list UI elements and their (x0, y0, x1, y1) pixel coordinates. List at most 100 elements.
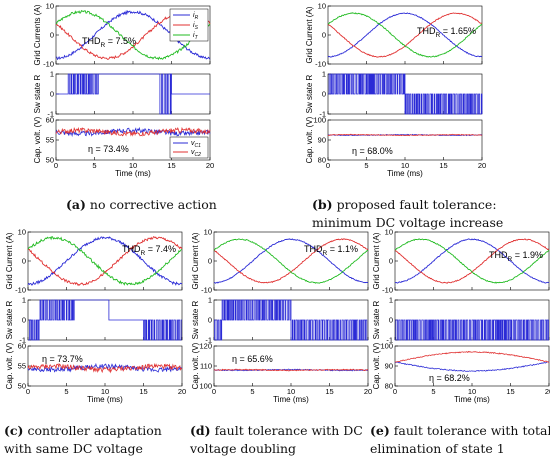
panel-a-switching-ytick-label: -1 (47, 110, 54, 119)
panel-a-cap-vc1-line (55, 126, 211, 138)
panel-b-cap-vc2-line (327, 133, 483, 137)
panel-c-switching-ytick-label: 0 (22, 316, 26, 325)
panel-c-capacitor-xtick-label: 0 (26, 387, 30, 396)
panel-d-currents-frame (213, 231, 369, 291)
panel-a-switching-ylabel: Sw state R (33, 74, 42, 113)
panel-a-capacitor-xtick-label: 10 (129, 161, 137, 170)
caption-e-letter: (e) (370, 423, 390, 438)
panel-d-switching-ytick-label: 0 (208, 316, 212, 325)
panel-b-cap-vc1-line (327, 133, 483, 137)
panel-c-switching-ytick-label: -1 (19, 336, 26, 345)
panel-d-switching-ylabel: Sw state R (191, 300, 200, 339)
panel-a-capacitor-xtick-label: 15 (167, 161, 175, 170)
panel-b-switching-ytick-label: 1 (322, 70, 326, 79)
panel-a-legend-entry: iR (193, 12, 199, 21)
caption-b-line2: minimum DC voltage increase (312, 215, 504, 230)
panel-c-capacitor-ytick-label: 50 (18, 382, 26, 391)
panel-d-capacitor-ylabel: Cap. volt. (V) (191, 342, 200, 389)
panel-a-switching-ytick-label: 1 (50, 70, 54, 79)
panel-e-capacitor-ytick-label: 80 (385, 382, 393, 391)
panel-b-current-it-line (327, 12, 483, 58)
panel-d-currents-ytick-label: -10 (201, 286, 212, 295)
panel-c-capacitor-xtick-label: 5 (64, 387, 68, 396)
panel-b-currents-ytick-label: 0 (322, 31, 326, 40)
panel-e-currents-ytick-label: 10 (385, 228, 393, 237)
panel-b-thd-label: THDR = 1.65% (417, 26, 476, 39)
panel-e-capacitor-xtick-label: 15 (506, 387, 514, 396)
panel-c-xlabel: Time (ms) (87, 395, 123, 404)
panel-d-currents-ylabel: Grid Current (A) (191, 232, 200, 289)
caption-c: (c) controller adaptation with same DC v… (4, 422, 162, 458)
panel-c-thd-label: THDR = 7.4% (122, 244, 176, 257)
panel-b-capacitor-xtick-label: 15 (439, 161, 447, 170)
panel-e-current-it-line (395, 238, 550, 284)
caption-c-line2: with same DC voltage (4, 441, 143, 456)
panel-e-currents-ytick-label: 0 (389, 257, 393, 266)
panel-e-cap-vc2-line (394, 350, 550, 363)
caption-a-line1: no corrective action (89, 197, 217, 212)
panel-d-cap-vc1-line (213, 368, 369, 372)
panel-d-cap-vc2-line (213, 368, 369, 372)
panel-e-switching-state-line (395, 319, 549, 341)
panel-c-capacitor-ytick-label: 55 (18, 362, 26, 371)
panel-d-capacitor-xtick-label: 5 (250, 387, 254, 396)
panel-b-capacitor-ytick-label: 100 (313, 116, 326, 125)
panel-e-switching-ytick-label: -1 (386, 336, 393, 345)
caption-d-line1: fault tolerance with DC (214, 423, 363, 438)
panel-e-capacitor-ytick-label: 100 (380, 342, 393, 351)
panel-a-cap-vc2-line (55, 126, 211, 137)
panel-a-thd-label: THDR = 7.5% (82, 36, 136, 49)
panel-d-capacitor-xtick-label: 20 (364, 387, 372, 396)
panel-e-cap-vc1-line (394, 361, 550, 372)
panel-a-switching-ytick-label: 0 (50, 90, 54, 99)
panel-c-capacitor-xtick-label: 15 (139, 387, 147, 396)
panel-c-switching-state-line (28, 299, 182, 341)
panel-a-currents-ytick-label: 10 (46, 2, 54, 11)
caption-b-line1: proposed fault tolerance: (336, 197, 497, 212)
caption-e: (e) fault tolerance with total eliminati… (370, 422, 550, 458)
panel-b-capacitor-ytick-label: 90 (318, 136, 326, 145)
panel-e-capacitor-xtick-label: 20 (545, 387, 550, 396)
panel-e-current-ir-line (394, 238, 550, 284)
panel-d-switching-state-line (214, 299, 368, 341)
panel-e-efficiency-label: η = 68.2% (429, 373, 470, 383)
panel-e-switching-ytick-label: 1 (389, 296, 393, 305)
panel-c-current-it-line (27, 235, 183, 286)
panel-b-currents-ylabel: Grid Current (A) (305, 6, 314, 63)
panel-e-capacitor-ylabel: Cap. volt. (V) (372, 342, 381, 389)
panel-b-switching-state-line (328, 73, 483, 115)
panel-a-xlabel: Time (ms) (115, 169, 151, 178)
panel-d-capacitor-xtick-label: 10 (287, 387, 295, 396)
panel-e-thd-label: THDR = 1.9% (489, 250, 543, 263)
caption-d-letter: (d) (190, 423, 211, 438)
caption-c-line1: controller adaptation (27, 423, 162, 438)
caption-b: (b) proposed fault tolerance: minimum DC… (312, 196, 503, 232)
panel-e-switching-ytick-label: 0 (389, 316, 393, 325)
panel-c-current-is-line (27, 236, 183, 287)
panel-c-cap-vc1-line (27, 362, 183, 373)
panel-b-capacitor-xtick-label: 20 (478, 161, 486, 170)
panel-d-capacitor-ytick-label: 120 (199, 342, 212, 351)
panel-d-switching-ytick-label: 1 (208, 296, 212, 305)
panel-d-capacitor-xtick-label: 0 (212, 387, 216, 396)
panel-d-currents-ytick-label: 10 (204, 228, 212, 237)
panel-c-capacitor-xtick-label: 10 (101, 387, 109, 396)
panel-e-xlabel: Time (ms) (454, 395, 490, 404)
panel-c-capacitor-xtick-label: 20 (178, 387, 186, 396)
panel-b-switching-ytick-label: -1 (319, 110, 326, 119)
panel-e-switching-ylabel: Sw state R (372, 300, 381, 339)
panel-e-capacitor-xtick-label: 5 (431, 387, 435, 396)
panel-d-current-it-line (213, 238, 369, 284)
panel-b-capacitor-xtick-label: 0 (326, 161, 330, 170)
panel-d-switching-ytick-label: -1 (205, 336, 212, 345)
panel-a-capacitor-ytick-label: 55 (46, 136, 54, 145)
panel-a-cap-legend-entry: vC2 (191, 149, 201, 158)
panel-b-capacitor-ytick-label: 80 (318, 156, 326, 165)
panel-a-currents-ytick-label: -10 (43, 60, 54, 69)
panel-c-switching-ytick-label: 1 (22, 296, 26, 305)
panel-a-cap-legend-entry: vC1 (191, 140, 201, 149)
panel-c-currents-ytick-label: 10 (18, 228, 26, 237)
caption-b-letter: (b) (312, 197, 333, 212)
panel-c-currents-frame (27, 231, 183, 291)
